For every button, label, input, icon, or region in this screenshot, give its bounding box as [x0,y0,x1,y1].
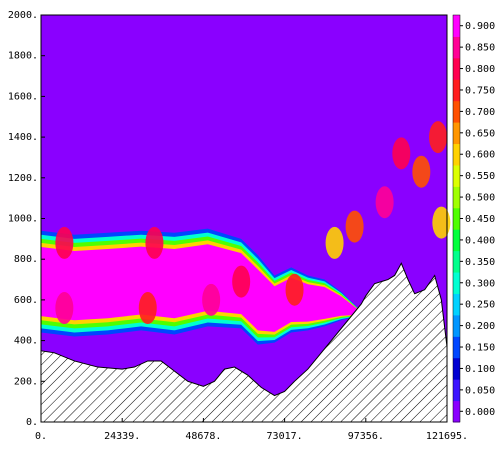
colorbar-label: 0.250 [465,300,495,311]
colorbar-label: 0.550 [465,171,495,182]
colorbar-label: 0.300 [465,278,495,289]
x-tick-label: 24339. [104,431,140,442]
colorbar-label: 0.000 [465,407,495,418]
colorbar-swatch [453,336,460,359]
colorbar-label: 0.400 [465,235,495,246]
colorbar-swatch [453,57,460,80]
colorbar-label: 0.700 [465,107,495,118]
contour-cell-4 [202,283,221,316]
colorbar-swatch [453,186,460,209]
colorbar-swatch [453,293,460,316]
x-tick-label: 73017. [267,431,303,442]
y-tick-label: 1000. [8,214,38,225]
contour-cell-5 [232,265,251,298]
y-tick-label: 800. [14,254,38,265]
y-tick-label: 0. [26,417,38,428]
colorbar-swatch [453,100,460,123]
colorbar-label: 0.050 [465,385,495,396]
x-tick-label: 97356. [348,431,384,442]
y-tick-label: 1200. [8,173,38,184]
y-tick-label: 2000. [8,10,38,21]
colorbar-swatch [453,207,460,230]
colorbar-swatch [453,250,460,273]
x-tick-label: 48678. [185,431,221,442]
colorbar-label: 0.500 [465,193,495,204]
y-tick-label: 400. [14,336,38,347]
contour-cell-1 [55,226,74,259]
colorbar-swatch [453,272,460,294]
colorbar-swatch [453,79,460,102]
colorbar-label: 0.900 [465,21,495,32]
colorbar-swatch [453,122,460,145]
terrain-hatch [40,262,448,423]
y-tick-label: 600. [14,295,38,306]
colorbar-label: 0.150 [465,343,495,354]
colorbar-label: 0.350 [465,257,495,268]
colorbar-label: 0.200 [465,321,495,332]
colorbar-swatch [453,15,460,37]
colorbar-swatch [453,164,460,187]
y-tick-label: 200. [14,376,38,387]
x-tick-label: 121695. [426,431,468,442]
contour-band-4 [41,244,358,332]
contour-cell-0 [55,292,74,325]
contour-cell-13 [432,206,451,239]
contour-cell-3 [145,226,164,259]
colorbar-swatch [453,36,460,59]
colorbar-swatch [453,143,460,166]
axes: 0. 200. 400. 600. 800. 1000. 1200. 1400. 1600. 18… [8,10,468,442]
colorbar-swatch [453,400,460,423]
y-tick-label: 1800. [8,51,38,62]
colorbar-label: 0.650 [465,128,495,139]
colorbar-label: 0.600 [465,150,495,161]
colorbar-swatch [453,314,460,337]
colorbar-swatch [453,379,460,402]
x-tick-label: 0. [35,431,47,442]
contour-cell-12 [429,121,448,154]
y-tick-label: 1400. [8,132,38,143]
contour-cell-9 [375,186,394,219]
colorbar-label: 0.800 [465,64,495,75]
contour-cell-11 [412,155,431,188]
colorbar: 0.000 0.050 0.100 0.150 0.200 0.250 0.300 0.350… [452,14,495,423]
contour-cell-10 [392,137,411,170]
colorbar-swatch [453,229,460,252]
plot-area [40,15,451,423]
colorbar-label: 0.450 [465,214,495,225]
contour-cell-7 [325,226,344,259]
contour-cell-6 [285,273,304,306]
contour-cell-8 [345,210,364,243]
contour-cell-2 [138,292,157,325]
y-tick-label: 1600. [8,91,38,102]
colorbar-label: 0.100 [465,364,495,375]
colorbar-label: 0.850 [465,43,495,54]
colorbar-swatch [453,357,460,380]
colorbar-label: 0.750 [465,85,495,96]
